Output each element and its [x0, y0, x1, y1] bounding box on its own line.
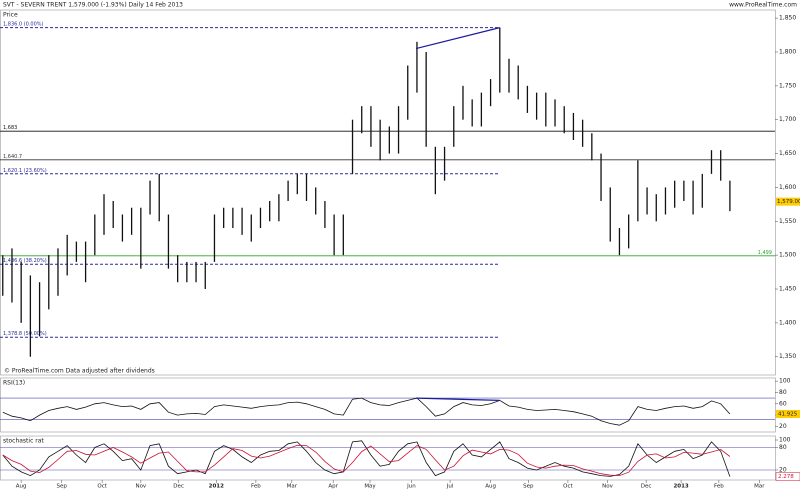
panel-frame	[0, 377, 776, 433]
y-tick-label: 100	[779, 378, 791, 385]
x-tick-label: Feb	[251, 484, 261, 490]
x-tick-label: Feb	[714, 484, 724, 490]
y-tick-label: 80	[779, 444, 787, 451]
site: www.ProRealTime.com	[729, 2, 797, 9]
level-label: 1,486.6 (38.20%)	[3, 258, 47, 264]
level-label: 1,683	[3, 125, 17, 131]
level-label: 1,620.1 (23.60%)	[3, 168, 47, 174]
last-price-box	[776, 197, 800, 206]
header-title: SVT - SEVERN TRENT 1,579.000 (-1.93%) Da…	[3, 2, 183, 9]
panel-title: Price	[3, 12, 18, 19]
y-tick-label: 1,650	[779, 150, 796, 157]
level-label: 1,836.0 (0.00%)	[3, 22, 44, 28]
y-tick-label: 1,500	[779, 252, 796, 259]
trend-line	[415, 27, 500, 50]
panel-title: RSI(13)	[3, 380, 25, 387]
x-tick-label: Dec	[173, 484, 184, 490]
panel-frame	[0, 435, 776, 481]
last-value-label: 41.925	[778, 411, 798, 417]
x-tick-label: Oct	[97, 484, 107, 490]
y-tick-label: 1,750	[779, 82, 796, 89]
series-line	[2, 444, 731, 477]
level-label: 1,499	[758, 250, 772, 256]
last-value-label: 2.278	[778, 474, 794, 480]
y-tick-label: 1,850	[779, 15, 796, 22]
x-tick-label: Jun	[406, 484, 416, 490]
last-value-box	[775, 472, 800, 481]
x-tick-label: 2013	[673, 484, 688, 490]
y-tick-label: 80	[779, 389, 787, 396]
y-tick-label: 1,400	[779, 319, 796, 326]
x-tick-label: Dec	[641, 484, 652, 490]
level-label: 1,378.8 (50.00%)	[3, 331, 47, 337]
panel-title: stochastic rat	[3, 438, 44, 445]
series-line	[2, 397, 731, 426]
x-tick-label: Mar	[754, 484, 765, 490]
x-tick-label: Sep	[523, 484, 534, 490]
y-tick-label: 1,450	[779, 285, 796, 292]
y-tick-label: 1,800	[779, 48, 796, 55]
y-tick-label: 1,350	[779, 353, 796, 360]
last-value-box	[776, 409, 800, 418]
x-tick-label: Aug	[16, 484, 27, 490]
footnote: © ProRealTime.com Data adjusted after di…	[4, 368, 155, 375]
y-tick-label: 100	[779, 437, 791, 444]
x-tick-label: Jul	[446, 484, 454, 490]
x-tick-label: Sep	[56, 484, 67, 490]
x-tick-label: Nov	[602, 484, 613, 490]
y-tick-label: 1,600	[779, 184, 796, 191]
y-tick-label: 1,550	[779, 218, 796, 225]
x-tick-label: Nov	[135, 484, 146, 490]
x-tick-label: Mar	[287, 484, 298, 490]
x-tick-label: Apr	[328, 484, 338, 490]
x-tick-label: Oct	[563, 484, 573, 490]
level-label: 1,640.7	[3, 154, 22, 160]
series-line	[2, 440, 731, 477]
x-tick-label: Aug	[485, 484, 496, 490]
x-tick-label: 2012	[209, 484, 224, 490]
last-price-label: 1,579.000	[777, 199, 800, 205]
x-tick-label: May	[364, 484, 376, 490]
y-tick-label: 60	[779, 400, 787, 407]
trend-line	[416, 397, 500, 401]
y-tick-label: 20	[779, 466, 787, 473]
y-tick-label: 1,700	[779, 116, 796, 123]
y-tick-label: 20	[779, 423, 787, 430]
panel-frame	[0, 9, 776, 376]
